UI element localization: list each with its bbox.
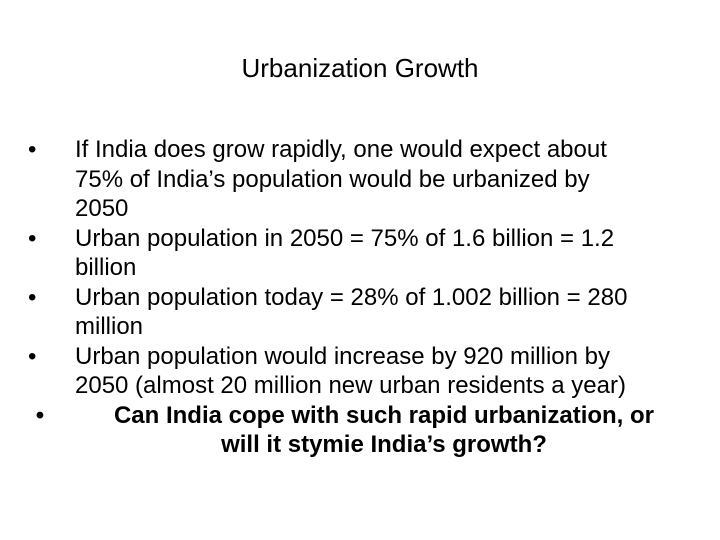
bullet-item-urban-2050: • Urban population in 2050 = 75% of 1.6 … xyxy=(24,224,704,283)
bullet-icon: • xyxy=(28,283,37,311)
bullet-item-urban-today: • Urban population today = 28% of 1.002 … xyxy=(24,283,704,342)
slide-title: Urbanization Growth xyxy=(241,53,479,83)
bullet-line: Urban population would increase by 920 m… xyxy=(75,342,610,370)
bullet-line: million xyxy=(75,313,144,340)
bullet-icon: • xyxy=(28,224,37,252)
bullet-icon: • xyxy=(28,136,37,163)
bullet-line: will it stymie India’s growth? xyxy=(221,431,547,458)
bullet-line: 2050 xyxy=(75,195,129,222)
bullet-line: billion xyxy=(75,254,137,281)
bullet-item-question: • Can India cope with such rapid urbaniz… xyxy=(24,401,704,460)
bullet-icon: • xyxy=(28,342,37,370)
bullet-line: 75% of India’s population would be urban… xyxy=(75,165,590,193)
bullet-line: If India does grow rapidly, one would ex… xyxy=(75,136,607,163)
bullet-line: 2050 (almost 20 million new urban reside… xyxy=(75,372,626,399)
bullet-line: Urban population in 2050 = 75% of 1.6 bi… xyxy=(75,224,615,252)
bullet-item-growth-expectation: • If India does grow rapidly, one would … xyxy=(24,135,704,224)
bullet-line: Can India cope with such rapid urbanizat… xyxy=(113,401,655,429)
bullet-item-urban-increase: • Urban population would increase by 920… xyxy=(24,342,704,401)
bullet-line: Urban population today = 28% of 1.002 bi… xyxy=(75,283,628,311)
bullet-list: • If India does grow rapidly, one would … xyxy=(24,135,704,460)
bullet-icon: • xyxy=(35,401,45,429)
